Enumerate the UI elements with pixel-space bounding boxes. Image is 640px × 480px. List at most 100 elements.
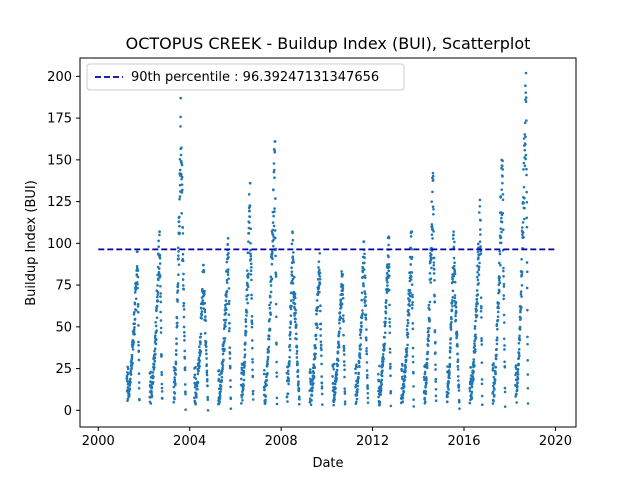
scatter-point	[287, 382, 290, 386]
scatter-point	[205, 371, 209, 375]
scatter-point	[292, 251, 295, 254]
scatter-point	[476, 242, 480, 246]
scatter-point	[249, 273, 253, 276]
scatter-point	[275, 371, 279, 374]
scatter-point	[363, 252, 366, 256]
scatter-point	[177, 254, 180, 257]
scatter-point	[202, 270, 206, 274]
scatter-point	[153, 356, 157, 360]
scatter-point	[360, 298, 363, 302]
scatter-point	[245, 298, 249, 301]
scatter-point	[342, 314, 345, 317]
scatter-point	[405, 354, 409, 357]
scatter-point	[225, 260, 229, 264]
scatter-point	[272, 162, 276, 165]
scatter-point	[320, 348, 323, 352]
scatter-point	[523, 143, 527, 146]
scatter-point	[404, 358, 408, 362]
scatter-point	[199, 350, 203, 353]
scatter-point	[341, 317, 345, 321]
scatter-point	[491, 366, 495, 370]
scatter-point	[172, 385, 176, 389]
scatter-point	[293, 302, 297, 306]
x-axis-label: Date	[312, 456, 343, 471]
scatter-point	[387, 243, 390, 247]
scatter-point	[228, 352, 232, 355]
scatter-point	[366, 387, 369, 390]
scatter-point	[149, 402, 153, 405]
scatter-point	[496, 315, 500, 318]
scatter-point	[456, 365, 460, 368]
scatter-point	[515, 388, 519, 392]
y-tick-label: 25	[55, 362, 72, 377]
scatter-point	[494, 365, 498, 369]
scatter-point	[424, 400, 427, 403]
scatter-point	[267, 337, 271, 341]
scatter-point	[472, 358, 476, 361]
scatter-point	[364, 318, 368, 321]
scatter-point	[434, 394, 438, 398]
scatter-point	[493, 378, 497, 381]
scatter-point	[183, 339, 186, 342]
scatter-point	[499, 195, 503, 198]
scatter-point	[130, 355, 134, 358]
scatter-point	[452, 233, 455, 237]
scatter-point	[492, 393, 496, 397]
scatter-point	[475, 289, 479, 292]
scatter-point	[153, 347, 157, 351]
scatter-point	[341, 293, 345, 296]
scatter-point	[359, 347, 362, 351]
scatter-point	[245, 288, 249, 291]
scatter-point	[524, 84, 527, 87]
scatter-point	[183, 331, 186, 334]
scatter-point	[450, 301, 454, 305]
scatter-point	[320, 392, 324, 396]
scatter-point	[149, 370, 153, 374]
scatter-point	[458, 400, 461, 404]
scatter-point	[401, 377, 404, 381]
scatter-point	[356, 380, 360, 383]
scatter-point	[525, 190, 528, 194]
scatter-point	[314, 352, 317, 356]
scatter-point	[455, 335, 459, 338]
scatter-point	[452, 245, 456, 249]
scatter-point	[526, 402, 530, 405]
scatter-point	[183, 366, 187, 369]
scatter-point	[428, 318, 432, 322]
scatter-point	[409, 263, 413, 266]
scatter-point	[180, 183, 184, 186]
scatter-point	[194, 377, 198, 380]
scatter-point	[337, 330, 341, 333]
scatter-point	[525, 173, 528, 177]
scatter-point	[160, 373, 164, 377]
scatter-point	[318, 268, 321, 272]
scatter-point	[404, 369, 407, 373]
scatter-point	[476, 270, 479, 274]
scatter-point	[332, 362, 336, 366]
scatter-point	[250, 315, 254, 318]
scatter-point	[478, 198, 482, 202]
scatter-point	[251, 346, 254, 350]
scatter-point	[248, 215, 252, 218]
scatter-point	[456, 375, 460, 378]
scatter-point	[366, 373, 369, 377]
scatter-point	[156, 299, 160, 303]
scatter-point	[130, 364, 134, 367]
scatter-point	[229, 397, 233, 401]
scatter-point	[498, 261, 501, 265]
scatter-point	[180, 212, 183, 215]
scatter-point	[199, 332, 203, 336]
scatter-point	[503, 348, 506, 351]
scatter-point	[179, 115, 182, 119]
scatter-point	[157, 278, 160, 282]
scatter-point	[434, 340, 437, 344]
scatter-point	[204, 340, 208, 344]
scatter-point	[178, 195, 182, 198]
scatter-point	[136, 250, 139, 253]
scatter-point	[494, 372, 497, 376]
scatter-point	[502, 282, 506, 286]
scatter-point	[455, 333, 459, 336]
scatter-point	[126, 367, 130, 371]
scatter-point	[228, 346, 231, 350]
scatter-point	[242, 371, 246, 374]
